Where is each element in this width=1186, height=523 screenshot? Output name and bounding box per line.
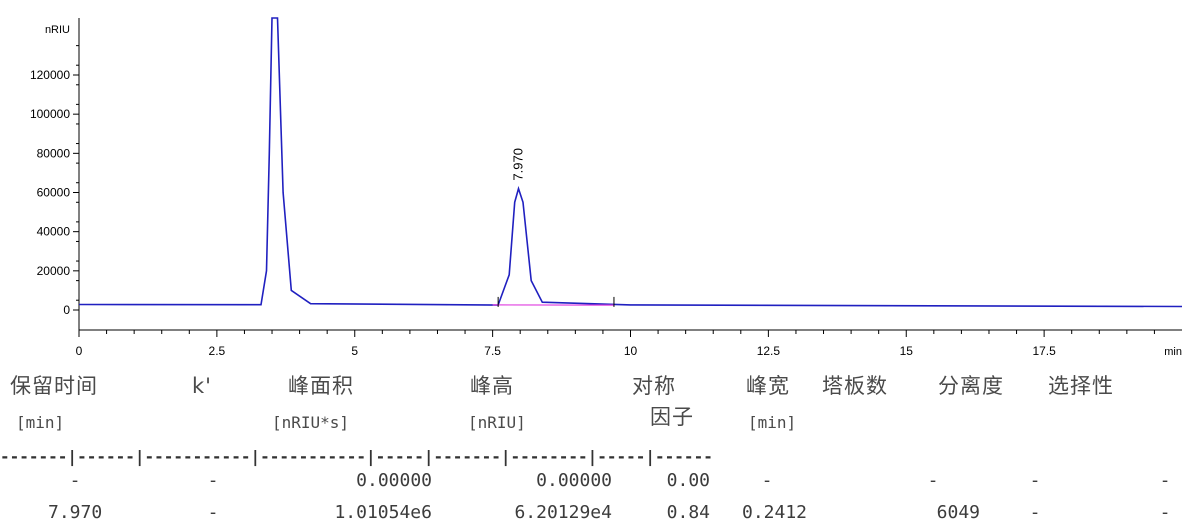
x-tick-label: 15	[900, 344, 914, 358]
x-tick-label: 17.5	[1032, 344, 1056, 358]
x-tick-label: 12.5	[757, 344, 781, 358]
x-axis-title: min	[1164, 346, 1182, 358]
series-layer	[78, 17, 1183, 308]
header-peak-area: 峰面积	[288, 374, 354, 398]
y-tick-label: 120000	[30, 68, 70, 82]
cell-resolution: -	[1029, 502, 1041, 523]
cell-resolution: -	[1029, 470, 1041, 491]
header-k-prime: k'	[192, 374, 212, 398]
cell-peak-height: 0.00000	[536, 470, 612, 491]
chromatogram-chart: 0 20000 40000 60000 80000 100000 120000 nRIU 0 2.…	[30, 17, 1183, 358]
header-resolution: 分离度	[938, 374, 1004, 398]
x-tick-label: 7.5	[484, 344, 501, 358]
cell-peak-width: 0.2412	[742, 502, 808, 523]
x-tick-label: 10	[624, 344, 638, 358]
y-tick-label: 20000	[37, 264, 71, 278]
cell-plate-count: 6049	[936, 502, 980, 523]
y-tick-label: 40000	[37, 225, 71, 239]
cell-peak-area: 0.00000	[356, 470, 432, 491]
axes-layer: 0 20000 40000 60000 80000 100000 120000 nRIU 0 2.…	[30, 18, 1182, 358]
y-tick-label: 0	[63, 303, 70, 317]
cell-selectivity: -	[1159, 470, 1171, 491]
cell-retention-time: -	[69, 470, 81, 491]
header-symmetry: 对称	[632, 374, 676, 398]
x-tick-label: 2.5	[209, 344, 226, 358]
cell-plate-count: -	[927, 470, 939, 491]
x-tick-label: 0	[76, 344, 83, 358]
header-selectivity: 选择性	[1048, 374, 1114, 398]
peak-label: 7.970	[511, 148, 526, 181]
cell-symmetry: 0.00	[666, 470, 710, 491]
header-retention-time: 保留时间	[10, 374, 98, 398]
cell-symmetry: 0.84	[666, 502, 710, 523]
cell-k-prime: -	[207, 502, 219, 523]
unit-peak-area: [nRIU*s]	[272, 413, 350, 432]
y-tick-label: 60000	[37, 186, 71, 200]
header-peak-height: 峰高	[470, 374, 514, 398]
y-tick-label: 80000	[37, 146, 71, 160]
y-axis-title: nRIU	[45, 24, 70, 36]
label-layer: 7.970	[511, 148, 526, 181]
header-peak-width: 峰宽	[746, 374, 790, 398]
cell-retention-time: 7.970	[48, 502, 103, 523]
cell-k-prime: -	[207, 470, 219, 491]
cell-peak-height: 6.20129e4	[514, 502, 612, 523]
header-plate-count: 塔板数	[822, 374, 888, 398]
y-tick-label: 100000	[30, 107, 70, 121]
table-separator: -------|------|-----------|-----------|-…	[0, 447, 713, 466]
x-tick-label: 5	[351, 344, 358, 358]
cell-selectivity: -	[1159, 502, 1171, 523]
unit-peak-width: [min]	[748, 413, 797, 432]
cell-peak-width: -	[761, 470, 773, 491]
header-symmetry-factor: 因子	[650, 405, 694, 429]
unit-retention-time: [min]	[16, 413, 65, 432]
cell-peak-area: 1.01054e6	[334, 502, 432, 523]
unit-peak-height: [nRIU]	[468, 413, 526, 432]
series-line-1	[78, 17, 1183, 308]
